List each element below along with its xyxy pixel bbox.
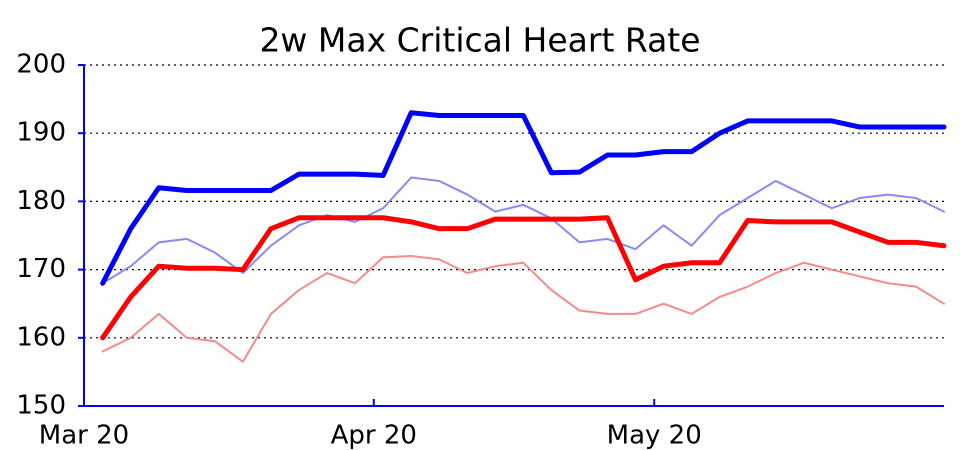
line-series — [101, 254, 945, 363]
y-tick-label: 160 — [16, 322, 66, 352]
line-series — [101, 176, 945, 285]
x-tick-label: Mar 20 — [39, 421, 129, 450]
y-tick-label: 170 — [16, 254, 66, 284]
x-tick-label: Apr 20 — [331, 421, 417, 450]
y-tick-label: 150 — [16, 391, 66, 421]
y-tick-label: 200 — [16, 50, 66, 80]
x-tick-label: May 20 — [607, 421, 702, 450]
y-tick-label: 180 — [16, 186, 66, 216]
line-series — [100, 215, 947, 341]
y-tick-label: 190 — [16, 118, 66, 148]
line-series — [100, 110, 947, 286]
chart-title: 2w Max Critical Heart Rate — [259, 21, 700, 60]
